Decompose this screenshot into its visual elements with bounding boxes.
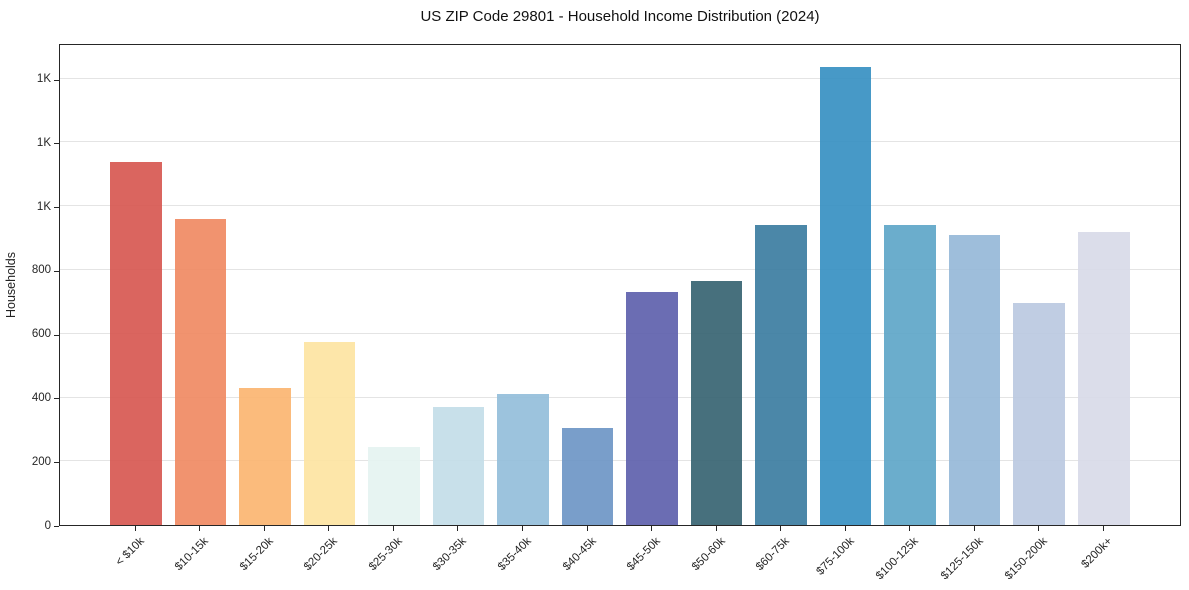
bar-$10-15k [174,218,227,525]
x-tick-mark [1102,526,1104,531]
x-tick-label: $50-60k [689,535,728,574]
x-tick-label: < $10k [113,535,147,569]
x-tick-label: $200k+ [1079,535,1115,571]
x-tick-label: $25-30k [366,535,405,574]
x-tick-label: $60-75k [753,535,792,574]
x-tick-mark [909,526,911,531]
x-tick-mark [586,526,588,531]
bar-$40-45k [561,427,614,525]
gridline [60,205,1180,207]
x-tick-mark [715,526,717,531]
bar-$100-125k [884,225,936,525]
y-tick-mark [54,270,59,272]
x-tick-mark [973,526,975,531]
x-tick-mark [457,526,459,531]
gridline [60,396,1180,398]
gridline [60,268,1180,270]
y-tick-label: 400 [31,391,51,404]
y-tick-label: 1K [36,73,51,86]
y-tick-label: 600 [31,328,51,341]
x-tick-mark [263,526,265,531]
x-tick-mark [521,526,523,531]
x-tick-label: $15-20k [237,535,276,574]
y-axis-label: Households [4,251,18,319]
x-tick-mark [328,526,330,531]
x-tick-label: $45-50k [624,535,663,574]
bar-$45-50k [626,292,678,525]
gridline [60,460,1180,462]
x-tick-label: $125-150k [938,535,986,583]
gridline [60,332,1180,334]
x-tick-mark [651,526,653,531]
y-tick-label: 0 [44,519,51,532]
y-tick-label: 1K [36,200,51,213]
x-tick-mark [199,526,201,531]
x-tick-label: $35-40k [495,535,534,574]
plot-area [59,44,1181,526]
bar-$75-100k [819,66,872,525]
y-tick-label: 1K [36,136,51,149]
bar-$20-25k [303,341,356,525]
x-tick-label: $150-200k [1003,535,1050,583]
bar-$25-30k [368,446,420,525]
y-tick-mark [54,79,59,81]
x-tick-label: $20-25k [302,535,341,574]
x-tick-mark [844,526,846,531]
x-tick-label: $100-125k [874,535,921,583]
y-tick-mark [54,398,59,400]
y-tick-mark [54,462,59,464]
bar-$125-150k [948,234,1001,525]
x-tick-label: $40-45k [560,535,599,574]
gridline [60,141,1180,143]
bar-$35-40k [497,394,549,525]
y-tick-mark [54,143,59,145]
x-tick-mark [1038,526,1040,531]
gridline [60,77,1180,79]
y-tick-mark [54,207,59,209]
y-tick-label: 800 [31,264,51,277]
bar-< $10k [110,161,162,525]
bar-$150-200k [1013,303,1065,525]
x-tick-mark [780,526,782,531]
bar-$15-20k [239,387,291,525]
x-tick-mark [392,526,394,531]
y-tick-mark [54,334,59,336]
bar-$50-60k [690,281,743,525]
chart-title: US ZIP Code 29801 - Household Income Dis… [420,8,820,25]
bar-$60-75k [755,225,807,525]
y-tick-label: 200 [31,455,51,468]
x-tick-mark [134,526,136,531]
bar-$200k+ [1077,231,1130,525]
x-tick-label: $10-15k [173,535,212,574]
bar-$30-35k [432,407,485,525]
y-tick-mark [54,526,59,527]
x-tick-label: $75-100k [813,535,857,578]
x-tick-label: $30-35k [431,535,470,574]
